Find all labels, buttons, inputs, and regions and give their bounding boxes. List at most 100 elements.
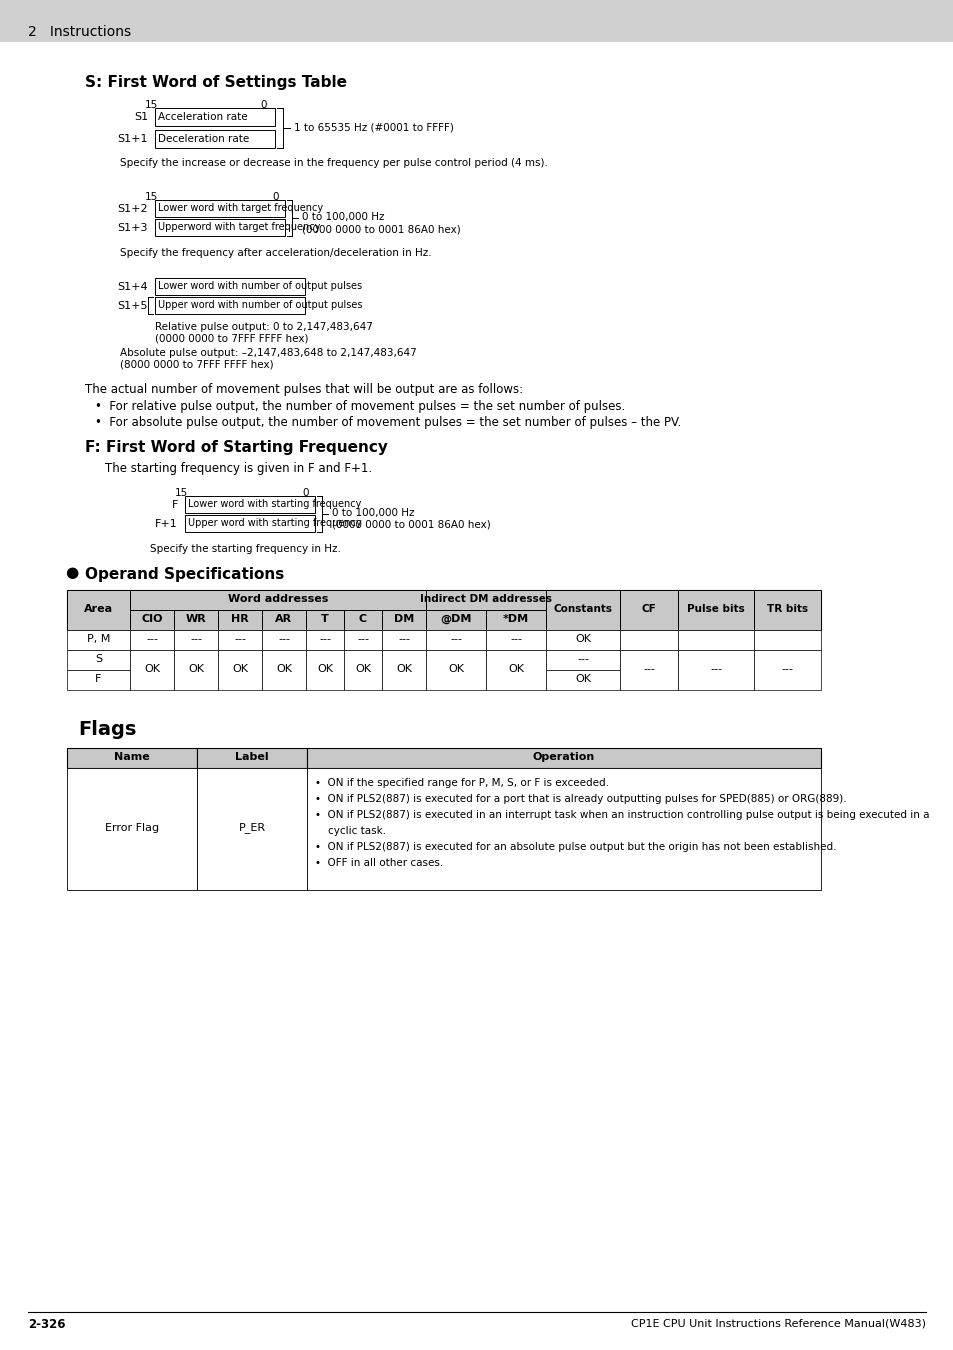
Bar [344,610,381,630]
Text: @DM: @DM [440,614,471,624]
Bar [196,748,307,768]
Bar [485,610,545,630]
Text: 2-326: 2-326 [28,1318,66,1331]
Bar [67,630,130,649]
Text: Upper word with starting frequency: Upper word with starting frequency [188,518,361,528]
Bar [218,630,262,649]
Text: •  ON if PLS2(887) is executed in an interrupt task when an instruction controll: • ON if PLS2(887) is executed in an inte… [314,810,928,819]
Bar [485,630,545,649]
Text: Lower word with starting frequency: Lower word with starting frequency [188,500,361,509]
Bar [545,670,619,690]
Text: Operand Specifications: Operand Specifications [85,567,284,582]
Text: Name: Name [114,752,150,761]
Text: Word addresses: Word addresses [228,594,328,603]
Text: S1+2: S1+2 [117,204,148,215]
Bar [67,590,821,630]
Text: T: T [321,614,329,624]
Bar [218,649,262,690]
Text: OK: OK [188,664,204,674]
Bar [619,649,678,690]
Text: •  ON if PLS2(887) is executed for a port that is already outputting pulses for : • ON if PLS2(887) is executed for a port… [314,794,845,805]
Text: Indirect DM addresses: Indirect DM addresses [419,594,552,603]
Bar [753,630,821,649]
Text: F: F [172,500,178,510]
Text: ---: --- [781,664,793,674]
Bar [173,610,218,630]
Bar [218,610,262,630]
Text: OK: OK [232,664,248,674]
Text: ---: --- [450,634,461,644]
Text: The starting frequency is given in F and F+1.: The starting frequency is given in F and… [105,462,372,475]
Bar [173,630,218,649]
Text: ---: --- [356,634,369,644]
Text: Label: Label [235,752,269,761]
Text: 0: 0 [260,100,266,109]
Text: OK: OK [448,664,463,674]
Bar [185,514,314,532]
Text: Absolute pulse output: –2,147,483,648 to 2,147,483,647: Absolute pulse output: –2,147,483,648 to… [120,348,416,358]
Bar [130,590,426,610]
Text: HR: HR [231,614,249,624]
Bar [130,630,173,649]
Text: Constants: Constants [553,603,612,614]
Text: CIO: CIO [141,614,163,624]
Text: F+1: F+1 [155,518,178,529]
Text: Specify the increase or decrease in the frequency per pulse control period (4 ms: Specify the increase or decrease in the … [120,158,547,167]
Text: ●: ● [65,566,78,580]
Bar [753,649,821,690]
Text: DM: DM [394,614,414,624]
Bar [154,130,274,148]
Bar [545,630,619,649]
Bar [154,200,285,217]
Text: CP1E CPU Unit Instructions Reference Manual(W483): CP1E CPU Unit Instructions Reference Man… [630,1318,925,1328]
Text: •  For relative pulse output, the number of movement pulses = the set number of : • For relative pulse output, the number … [95,400,624,413]
Text: (0000 0000 to 0001 86A0 hex): (0000 0000 to 0001 86A0 hex) [332,520,490,531]
Text: 15: 15 [174,487,188,498]
Text: Upper word with number of output pulses: Upper word with number of output pulses [158,300,362,310]
Text: OK: OK [507,664,523,674]
Text: OK: OK [275,664,292,674]
Bar [262,630,306,649]
Text: CF: CF [641,603,656,614]
Text: S1+1: S1+1 [117,134,148,144]
Text: (0000 0000 to 7FFF FFFF hex): (0000 0000 to 7FFF FFFF hex) [154,333,308,344]
Bar [262,649,306,690]
Bar [196,768,307,890]
Text: Error Flag: Error Flag [105,824,159,833]
Text: Acceleration rate: Acceleration rate [158,112,248,122]
Bar [381,610,426,630]
Text: P, M: P, M [87,634,111,644]
Bar [154,297,305,315]
Text: C: C [358,614,367,624]
Text: ---: --- [709,664,721,674]
Bar [344,649,381,690]
Text: 2   Instructions: 2 Instructions [28,26,131,39]
Bar [485,649,545,690]
Text: cyclic task.: cyclic task. [314,826,386,836]
Text: OK: OK [316,664,333,674]
Text: TR bits: TR bits [766,603,807,614]
Text: 0 to 100,000 Hz: 0 to 100,000 Hz [332,508,414,518]
Text: Area: Area [84,603,113,614]
Text: OK: OK [144,664,160,674]
Text: S1+5: S1+5 [117,301,148,310]
Text: S1: S1 [133,112,148,122]
Text: S1+4: S1+4 [117,282,148,292]
Bar [619,630,678,649]
Bar [426,649,485,690]
Text: ---: --- [277,634,290,644]
Bar [154,219,285,236]
Text: Lower word with number of output pulses: Lower word with number of output pulses [158,281,362,292]
Bar [381,649,426,690]
Text: S: First Word of Settings Table: S: First Word of Settings Table [85,76,347,90]
Bar [130,649,173,690]
Bar [67,768,196,890]
Text: Lower word with target frequency: Lower word with target frequency [158,202,323,213]
Text: WR: WR [186,614,206,624]
Bar [426,630,485,649]
Bar [678,590,753,630]
Bar [307,768,821,890]
Bar [67,649,130,670]
Bar [262,610,306,630]
Bar [307,748,821,768]
